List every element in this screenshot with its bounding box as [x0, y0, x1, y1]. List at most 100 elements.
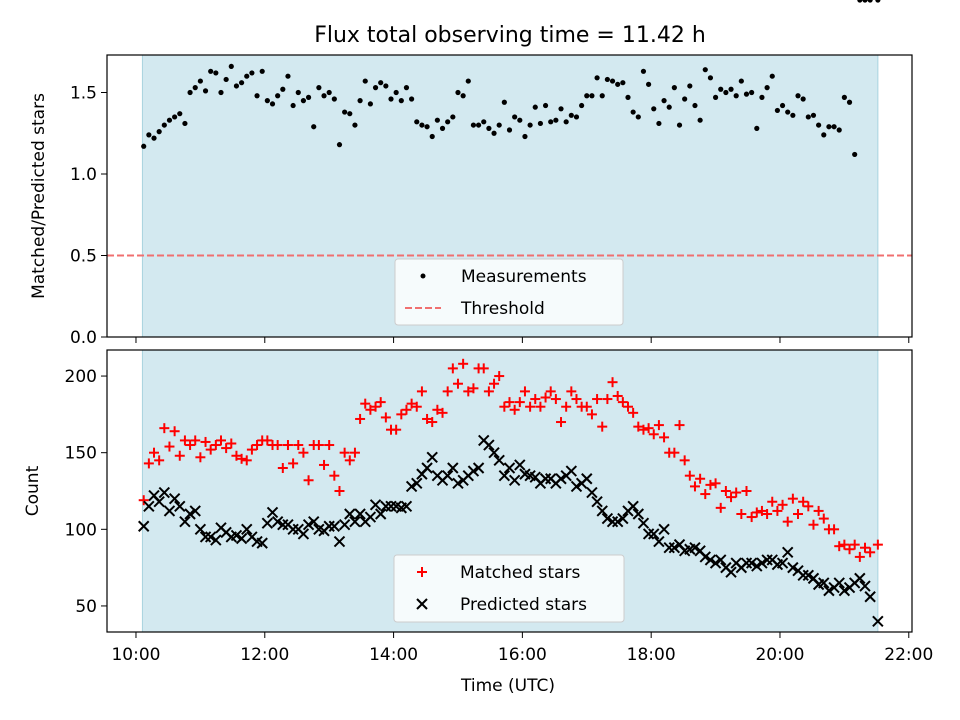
data-point	[210, 534, 222, 546]
data-point	[556, 417, 567, 428]
data-point	[539, 473, 552, 485]
data-point	[422, 413, 433, 424]
data-point	[472, 462, 485, 474]
legend-ratio: Measurements Threshold	[394, 258, 624, 326]
y-tick-label: 150	[65, 444, 97, 464]
data-point	[378, 80, 384, 86]
data-point	[751, 560, 763, 572]
data-point	[733, 93, 739, 99]
data-point	[195, 452, 206, 463]
x-tick-label: 12:00	[240, 645, 289, 665]
data-point	[849, 539, 860, 550]
data-point	[790, 112, 796, 118]
data-point	[272, 440, 283, 451]
data-point	[370, 401, 381, 412]
data-point	[632, 508, 645, 520]
data-point	[174, 500, 186, 513]
data-point	[859, 580, 871, 592]
data-point	[833, 577, 845, 589]
data-point	[586, 486, 598, 499]
data-point	[236, 453, 247, 464]
data-point	[179, 435, 190, 446]
data-point	[702, 67, 708, 73]
data-point	[726, 492, 737, 503]
data-point	[697, 117, 703, 123]
data-point	[401, 404, 412, 415]
data-point	[746, 512, 757, 523]
data-point	[339, 447, 350, 458]
data-point	[620, 80, 626, 86]
data-point	[689, 541, 701, 554]
data-point	[731, 487, 742, 498]
data-point	[416, 386, 427, 397]
x-axis-ticks-top-panel	[135, 337, 910, 343]
data-point	[864, 591, 876, 603]
data-point	[172, 114, 178, 120]
data-point	[252, 440, 263, 451]
data-point	[288, 458, 299, 469]
data-point	[839, 539, 850, 550]
data-point	[656, 120, 662, 127]
data-point	[802, 569, 815, 582]
data-point	[499, 401, 510, 412]
data-point	[241, 523, 253, 536]
data-point	[648, 429, 659, 440]
data-point	[261, 517, 274, 529]
data-point	[491, 130, 497, 136]
legend-label-predicted-stars: Predicted stars	[460, 595, 587, 615]
data-point	[767, 496, 778, 507]
data-point	[326, 89, 332, 96]
data-point	[349, 515, 361, 528]
data-point	[187, 89, 193, 96]
data-point	[723, 89, 729, 96]
data-point	[658, 523, 670, 536]
data-point	[344, 508, 356, 520]
data-point	[666, 104, 672, 110]
data-point	[875, 0, 881, 3]
data-point	[208, 68, 214, 74]
data-point	[798, 496, 809, 507]
data-point	[486, 125, 492, 131]
data-point	[338, 519, 351, 531]
data-point	[599, 93, 605, 99]
data-point	[223, 76, 229, 83]
data-point	[455, 89, 461, 96]
data-point	[311, 124, 317, 130]
data-point	[512, 114, 518, 120]
data-point	[826, 124, 832, 130]
data-point	[295, 89, 301, 96]
data-point	[838, 584, 851, 597]
data-point	[743, 91, 750, 97]
data-point	[452, 378, 463, 389]
data-point	[316, 85, 322, 91]
data-point	[421, 462, 433, 474]
data-point	[369, 499, 382, 511]
data-point	[563, 119, 569, 125]
count-series	[138, 358, 884, 627]
data-point	[400, 500, 413, 513]
data-point	[396, 409, 407, 420]
data-point	[154, 455, 165, 466]
series-predicted-stars	[138, 434, 884, 627]
y-tick-label: 200	[65, 367, 97, 387]
data-point	[591, 496, 603, 508]
data-point	[293, 440, 304, 451]
data-point	[468, 383, 479, 394]
data-point	[300, 98, 307, 104]
data-point	[329, 470, 340, 481]
data-point	[393, 89, 399, 96]
data-point	[406, 398, 417, 409]
data-point	[818, 577, 830, 589]
data-point	[597, 421, 608, 432]
data-point	[514, 397, 525, 408]
data-point	[738, 78, 744, 84]
y-tick-label: 0.5	[70, 246, 97, 266]
data-point	[488, 446, 500, 459]
data-point	[235, 532, 248, 545]
data-point	[174, 450, 185, 461]
data-point	[846, 99, 853, 105]
data-point	[844, 544, 855, 555]
data-point	[419, 122, 425, 128]
x-tick-label: 16:00	[498, 645, 547, 665]
